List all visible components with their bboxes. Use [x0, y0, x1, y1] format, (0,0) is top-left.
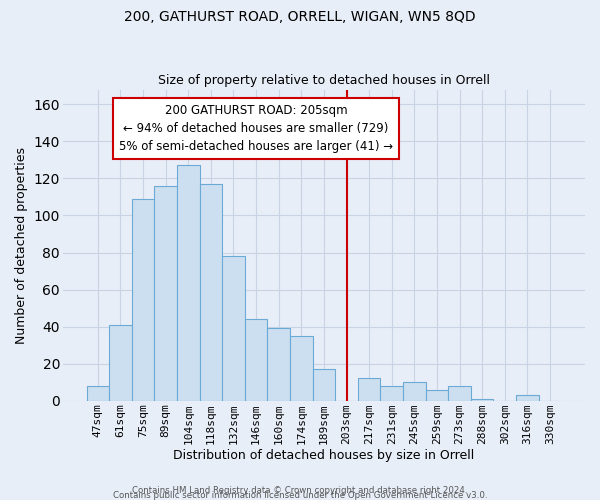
Bar — [380, 386, 403, 400]
Bar — [245, 319, 268, 400]
Bar — [154, 186, 177, 400]
Bar — [177, 166, 200, 400]
Bar — [290, 336, 313, 400]
Bar — [516, 395, 539, 400]
Y-axis label: Number of detached properties: Number of detached properties — [15, 146, 28, 344]
Bar — [200, 184, 222, 400]
Bar — [471, 399, 493, 400]
X-axis label: Distribution of detached houses by size in Orrell: Distribution of detached houses by size … — [173, 450, 475, 462]
Bar — [132, 199, 154, 400]
Text: 200, GATHURST ROAD, ORRELL, WIGAN, WN5 8QD: 200, GATHURST ROAD, ORRELL, WIGAN, WN5 8… — [124, 10, 476, 24]
Bar — [313, 369, 335, 400]
Text: 200 GATHURST ROAD: 205sqm
← 94% of detached houses are smaller (729)
5% of semi-: 200 GATHURST ROAD: 205sqm ← 94% of detac… — [119, 104, 393, 154]
Bar — [448, 386, 471, 400]
Bar — [425, 390, 448, 400]
Bar — [403, 382, 425, 400]
Bar — [109, 324, 132, 400]
Bar — [86, 386, 109, 400]
Bar — [358, 378, 380, 400]
Bar — [222, 256, 245, 400]
Text: Contains HM Land Registry data © Crown copyright and database right 2024.: Contains HM Land Registry data © Crown c… — [132, 486, 468, 495]
Title: Size of property relative to detached houses in Orrell: Size of property relative to detached ho… — [158, 74, 490, 87]
Text: Contains public sector information licensed under the Open Government Licence v3: Contains public sector information licen… — [113, 490, 487, 500]
Bar — [268, 328, 290, 400]
